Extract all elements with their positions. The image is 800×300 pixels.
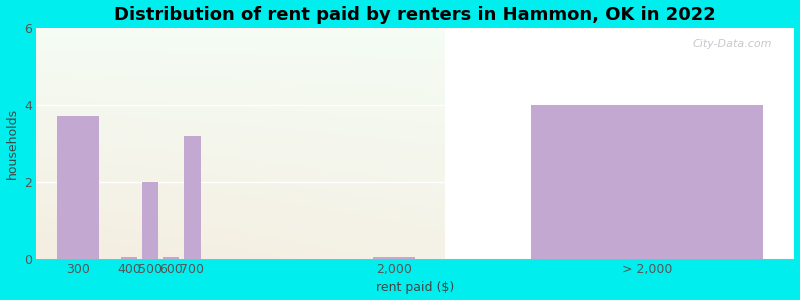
Bar [374,257,415,259]
Y-axis label: households: households [6,108,18,179]
Bar [445,28,794,259]
Bar [121,257,138,259]
Bar [142,182,158,259]
Bar [184,136,201,259]
Text: City-Data.com: City-Data.com [692,39,772,50]
Title: Distribution of rent paid by renters in Hammon, OK in 2022: Distribution of rent paid by renters in … [114,6,716,24]
Bar [162,257,179,259]
X-axis label: rent paid ($): rent paid ($) [376,281,454,294]
Bar [531,105,763,259]
Bar [58,116,99,259]
